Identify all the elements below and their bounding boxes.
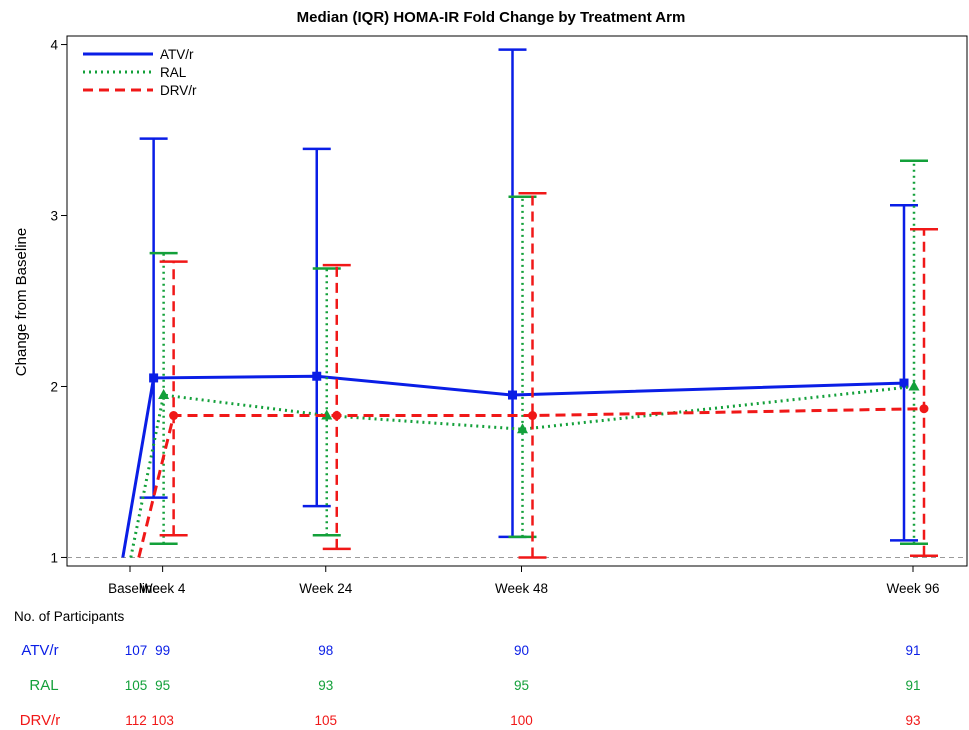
data-point [908, 380, 920, 391]
participant-count: 91 [905, 678, 920, 693]
x-tick-label: Week 48 [495, 581, 548, 596]
participant-count: 105 [125, 678, 148, 693]
y-tick-label: 3 [50, 209, 58, 224]
participant-count: 112 [125, 713, 147, 728]
y-axis-label: Change from Baseline [13, 228, 30, 376]
participants-row-label: DRV/r [20, 712, 61, 729]
participant-count: 105 [314, 713, 337, 728]
y-tick-label: 4 [50, 38, 58, 53]
participant-count: 95 [514, 678, 529, 693]
y-tick-label: 2 [50, 379, 58, 394]
legend-label: RAL [160, 65, 187, 80]
participant-count: 91 [905, 643, 920, 658]
participants-table: No. of Participants ATV/r 107 99 98 90 91 RAL 1… [14, 609, 921, 729]
data-point [517, 423, 528, 434]
legend: ATV/r RAL DRV/r [83, 47, 197, 98]
series-drv-r [137, 192, 938, 559]
legend-label: ATV/r [160, 47, 194, 62]
data-point [899, 378, 909, 388]
x-tick-label: Week 96 [886, 581, 939, 596]
participant-count: 103 [151, 713, 174, 728]
x-tick-label: Week 4 [140, 581, 186, 596]
data-point [919, 404, 929, 414]
chart-title: Median (IQR) HOMA-IR Fold Change by Trea… [297, 9, 686, 26]
y-tick-label: 1 [50, 550, 58, 565]
participant-count: 93 [905, 713, 920, 728]
participant-count: 95 [155, 678, 170, 693]
participants-row-label: RAL [29, 677, 58, 694]
legend-label: DRV/r [160, 83, 197, 98]
data-point [332, 411, 342, 421]
participant-count: 107 [125, 643, 148, 658]
data-point [508, 390, 517, 400]
x-tick-label: Week 24 [299, 581, 353, 596]
participant-count: 93 [318, 678, 333, 693]
participant-count: 99 [155, 643, 170, 658]
participant-count: 90 [514, 643, 529, 658]
data-point [528, 411, 537, 421]
participants-row-label: ATV/r [21, 642, 58, 659]
data-point [312, 371, 322, 381]
series-ral [129, 159, 928, 558]
data-point [149, 373, 159, 383]
participant-count: 100 [510, 713, 533, 728]
participants-header: No. of Participants [14, 609, 125, 624]
x-tick-label: Baseline [108, 581, 160, 596]
plot-frame [66, 35, 968, 567]
data-point [169, 411, 179, 421]
participant-count: 98 [318, 643, 333, 658]
series-atv-r [121, 48, 918, 558]
data-point [158, 389, 170, 400]
